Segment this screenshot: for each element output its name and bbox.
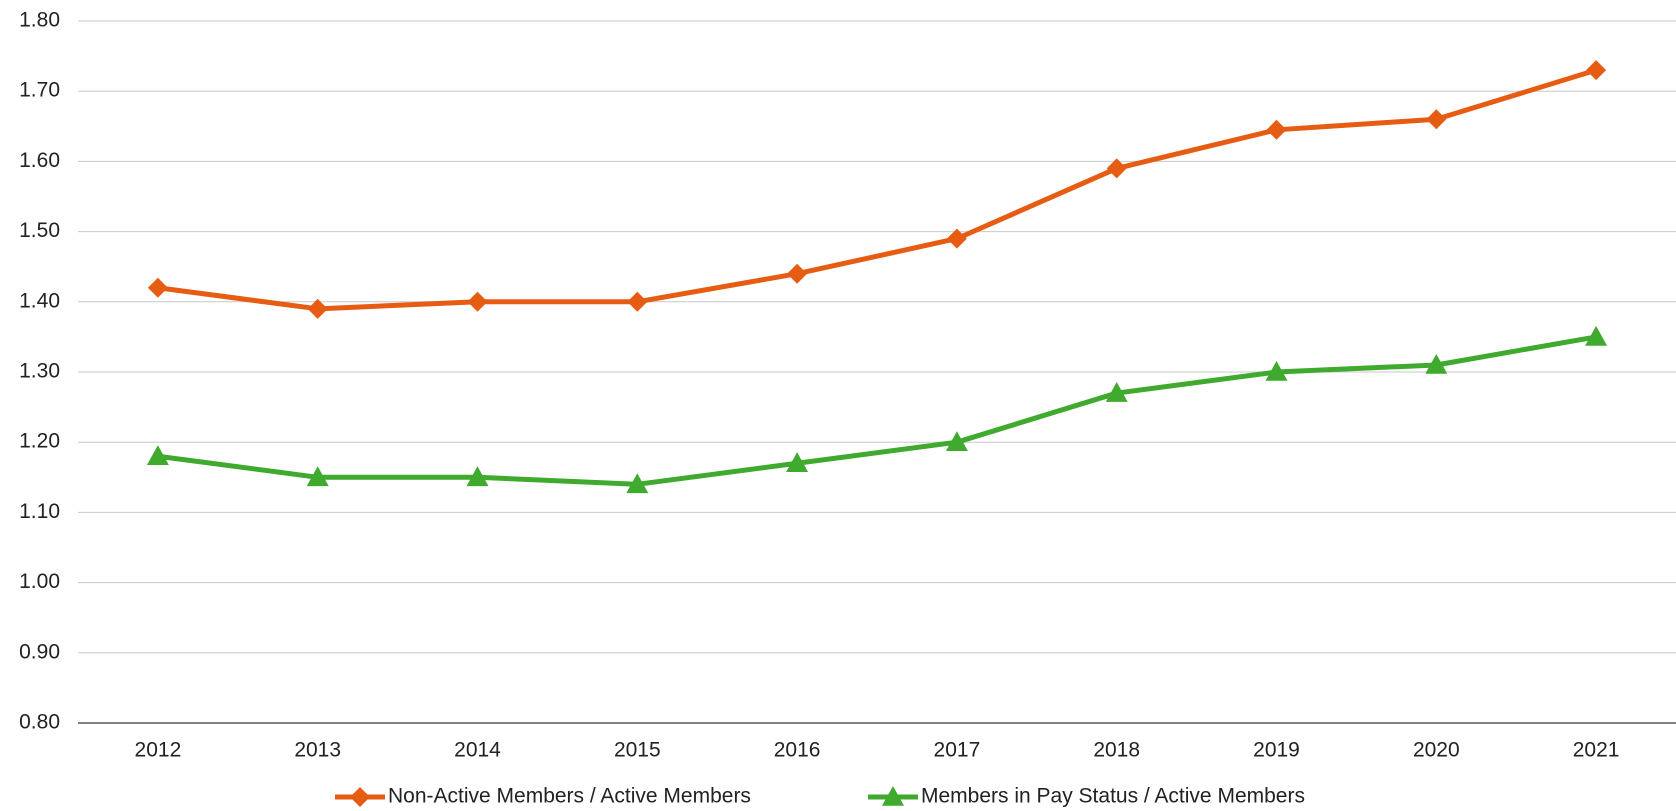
y-tick-label: 0.80 <box>19 711 60 734</box>
y-tick-label: 0.90 <box>19 640 60 663</box>
x-tick-label: 2018 <box>1093 739 1140 762</box>
data-point <box>787 263 808 284</box>
data-point <box>307 298 328 319</box>
legend-label: Members in Pay Status / Active Members <box>921 785 1305 808</box>
data-point <box>467 291 488 312</box>
y-tick-label: 1.80 <box>19 9 60 32</box>
y-tick-label: 1.10 <box>19 500 60 523</box>
y-tick-label: 1.30 <box>19 360 60 383</box>
data-point <box>147 277 168 298</box>
x-tick-label: 2015 <box>614 739 661 762</box>
y-tick-label: 1.20 <box>19 430 60 453</box>
data-point <box>1265 361 1288 381</box>
data-point <box>306 466 329 487</box>
data-point <box>466 466 489 487</box>
x-tick-label: 2012 <box>135 739 182 762</box>
data-point <box>1585 325 1608 346</box>
data-point <box>786 452 809 473</box>
y-tick-label: 1.70 <box>19 79 60 102</box>
series-line <box>157 334 1597 487</box>
y-tick-label: 1.50 <box>19 219 60 242</box>
y-tick-label: 1.00 <box>19 570 60 593</box>
x-tick-label: 2019 <box>1253 739 1300 762</box>
x-tick-label: 2016 <box>774 739 821 762</box>
data-point <box>1105 382 1128 402</box>
data-point <box>627 291 648 312</box>
legend-label: Non-Active Members / Active Members <box>388 785 751 808</box>
data-point <box>146 445 169 466</box>
y-tick-label: 1.60 <box>19 149 60 172</box>
legend-marker <box>882 786 904 806</box>
data-point <box>1426 109 1447 130</box>
data-point <box>945 431 968 451</box>
y-tick-label: 1.40 <box>19 289 60 312</box>
series-line <box>157 67 1597 312</box>
data-point <box>946 228 967 249</box>
x-tick-label: 2020 <box>1413 739 1460 762</box>
data-point <box>1425 353 1448 374</box>
data-point <box>1106 158 1127 179</box>
x-tick-label: 2021 <box>1573 739 1620 762</box>
x-tick-label: 2014 <box>454 739 501 762</box>
x-tick-label: 2013 <box>294 739 341 762</box>
data-point <box>1266 119 1287 140</box>
x-tick-label: 2017 <box>934 739 981 762</box>
data-point <box>1586 60 1607 81</box>
data-point <box>626 473 649 494</box>
legend-marker <box>350 787 370 807</box>
